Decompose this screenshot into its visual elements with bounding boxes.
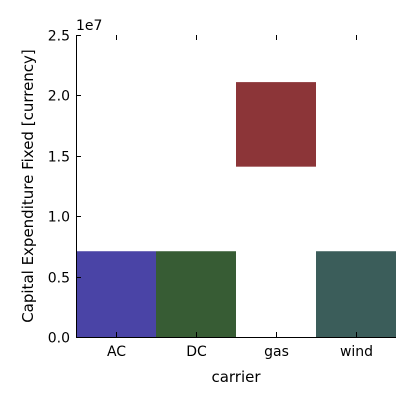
x-tick-label: gas <box>264 344 289 360</box>
x-tick-label: AC <box>107 344 126 360</box>
y-axis-label: Capital Expenditure Fixed [currency] <box>19 49 37 323</box>
x-tick-label: wind <box>340 344 373 360</box>
bar-gas <box>236 82 316 167</box>
x-axis-label: carrier <box>211 368 261 386</box>
bar-AC <box>76 251 156 337</box>
y-tick-label: 1.5 <box>48 150 70 166</box>
bar-wind <box>316 251 396 337</box>
bars <box>76 82 396 337</box>
y-tick-label: 0.5 <box>48 271 70 287</box>
x-tick-label: DC <box>186 344 207 360</box>
y-offset-text: 1e7 <box>76 18 102 34</box>
y-tick-label: 0.0 <box>48 331 70 347</box>
bar-DC <box>156 251 236 337</box>
y-tick-label: 2.0 <box>48 89 70 105</box>
y-tick-label: 1.0 <box>48 210 70 226</box>
y-tick-label: 2.5 <box>48 29 70 45</box>
